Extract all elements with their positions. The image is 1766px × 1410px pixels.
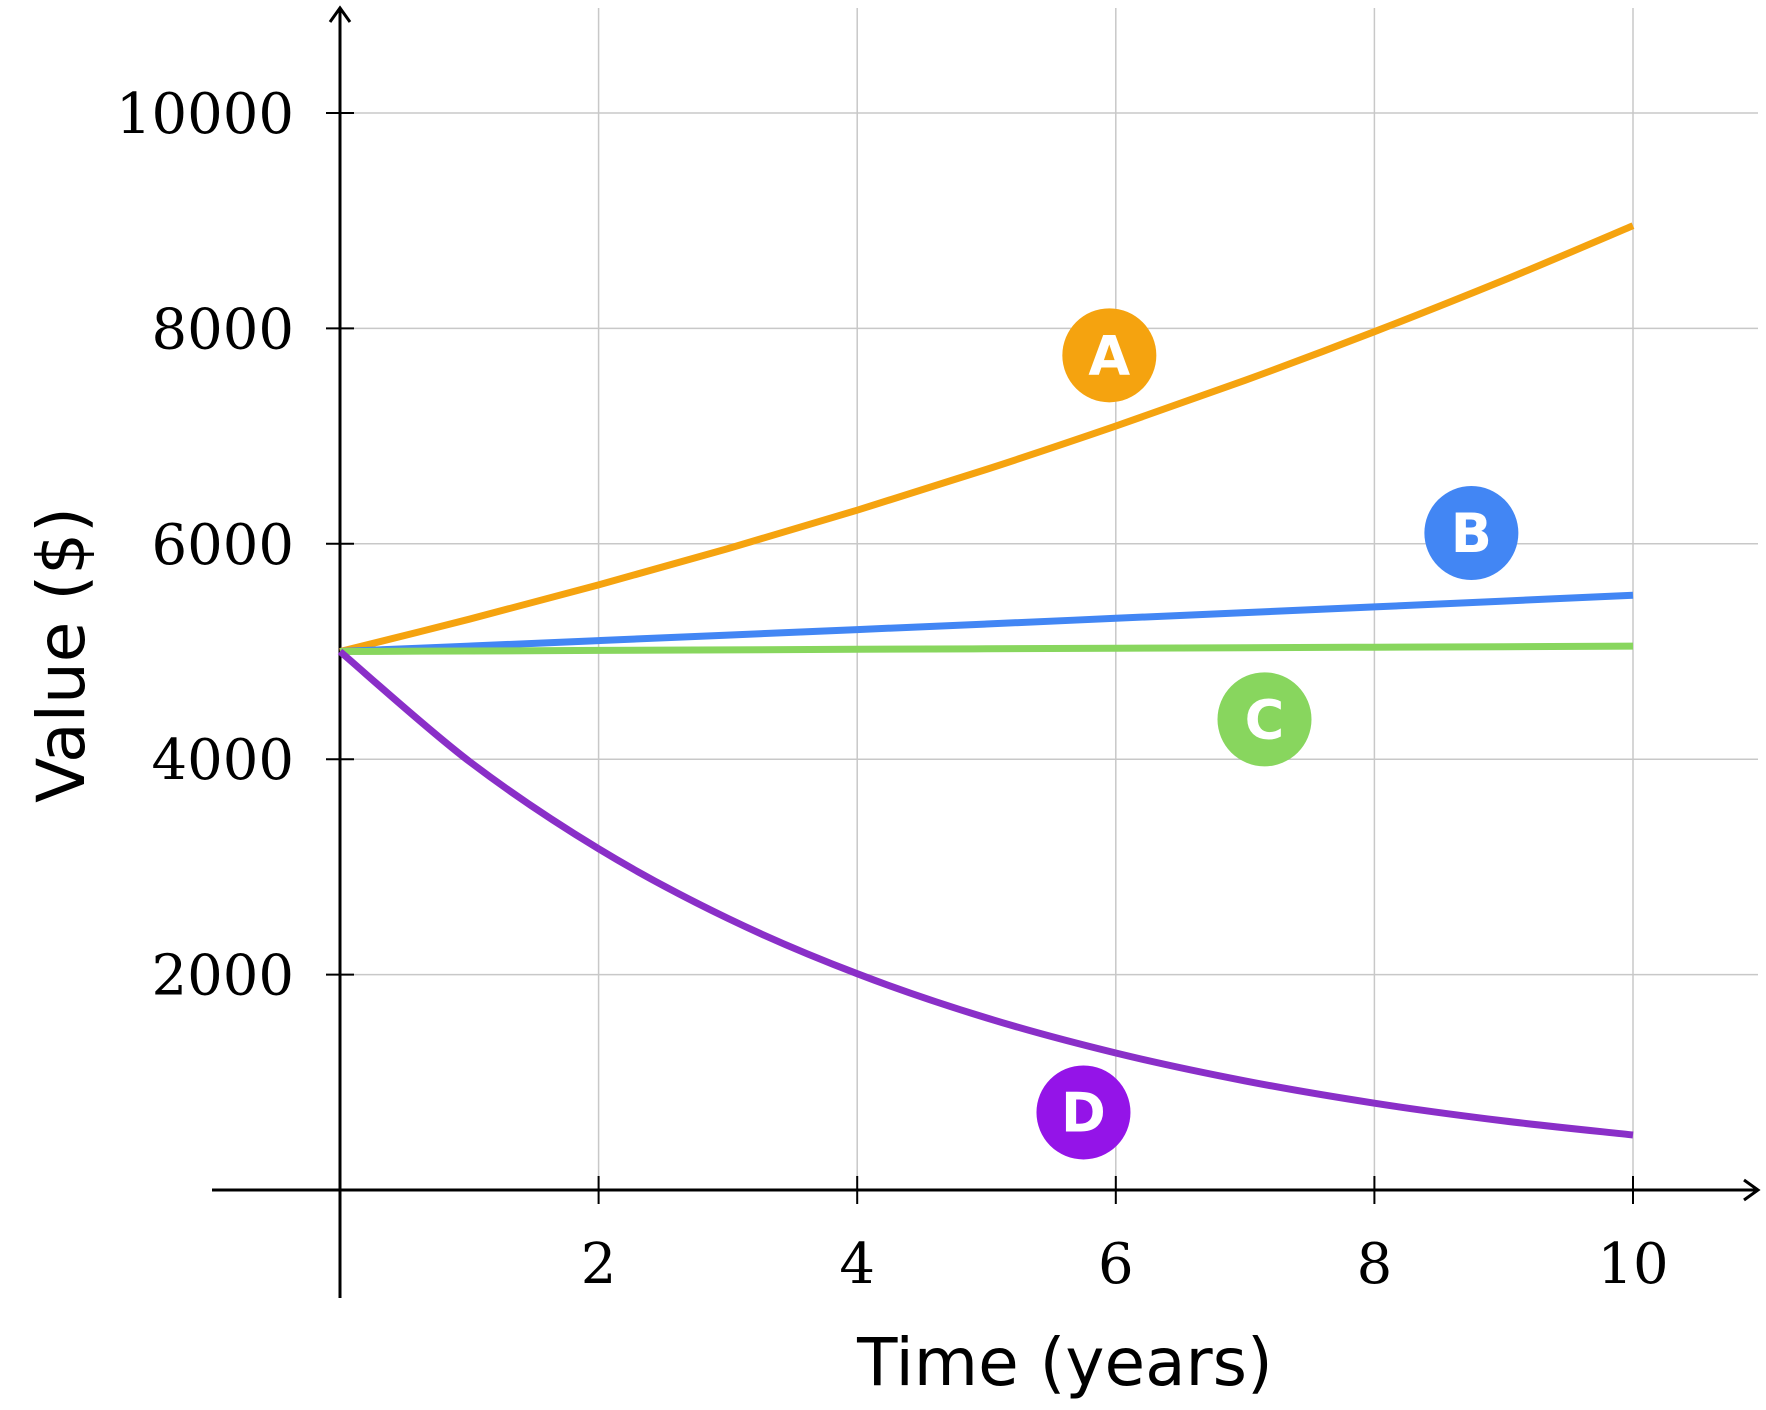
series-badge-d: D (1036, 1065, 1131, 1160)
series-badge-a: A (1062, 308, 1157, 403)
ticks: 2 4 6 8 10 2000 4000 6000 8000 10000 (116, 82, 1669, 1297)
y-axis-arrow (328, 5, 352, 23)
series-badge-label: D (1061, 1081, 1106, 1144)
series-line-c (339, 642, 1634, 655)
series-badge-label: A (1088, 324, 1130, 387)
y-tick-label: 2000 (151, 944, 294, 1009)
x-tick-label: 8 (1357, 1232, 1393, 1297)
series-badge-label: B (1451, 502, 1492, 565)
grid (340, 8, 1758, 1190)
x-tick-label: 6 (1098, 1232, 1134, 1297)
y-axis-title: Value ($) (23, 507, 100, 803)
x-tick-label: 4 (839, 1232, 875, 1297)
series (337, 222, 1635, 1139)
y-tick-label: 10000 (116, 82, 294, 147)
series-badge-circle (1062, 308, 1157, 403)
series-badge-circle (1036, 1065, 1131, 1160)
series-labels: A B C D (1036, 308, 1519, 1160)
y-tick-label: 6000 (151, 513, 294, 578)
x-tick-label: 10 (1597, 1232, 1668, 1297)
x-axis-arrow (1743, 1178, 1761, 1202)
series-badge-label: C (1245, 688, 1285, 751)
y-tick-label: 8000 (151, 297, 294, 362)
x-axis-title: Time (years) (856, 1324, 1273, 1401)
series-badge-b: B (1424, 486, 1519, 581)
series-line-a (339, 222, 1635, 655)
series-line-b (339, 591, 1634, 655)
series-badge-c: C (1217, 672, 1312, 767)
y-tick-label: 4000 (151, 728, 294, 793)
series-badge-circle (1424, 486, 1519, 581)
series-badge-circle (1217, 672, 1312, 767)
x-tick-label: 2 (581, 1232, 617, 1297)
series-line-d (337, 648, 1634, 1139)
